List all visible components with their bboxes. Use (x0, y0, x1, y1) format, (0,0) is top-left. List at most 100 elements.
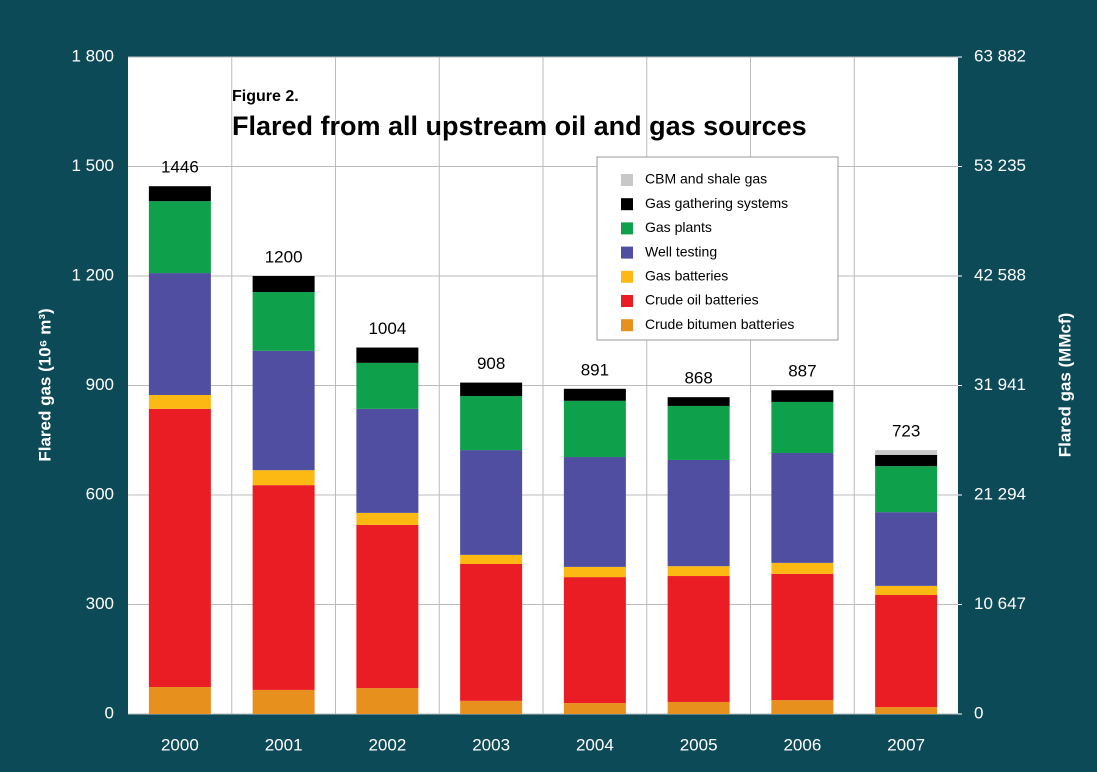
legend-label: Crude oil batteries (645, 292, 759, 308)
bar-segment (252, 350, 315, 471)
x-tick-label: 2004 (576, 735, 614, 754)
y-tick-label: 600 (86, 484, 114, 503)
bar-segment (667, 405, 730, 460)
bar-segment (356, 347, 419, 363)
bar-segment (356, 512, 419, 525)
y-axis-label: Flared gas (10⁶ m³) (35, 308, 54, 461)
bar-segment (148, 686, 211, 714)
bar-segment (252, 689, 315, 714)
bar-segment (875, 466, 938, 513)
bar-segment (563, 388, 626, 401)
bar-segment (667, 576, 730, 702)
bar-segment (148, 408, 211, 687)
total-label: 1446 (161, 158, 199, 177)
x-tick-label: 2003 (472, 735, 510, 754)
bar-segment (148, 394, 211, 409)
bar-segment (875, 454, 938, 467)
bar-segment (667, 459, 730, 567)
x-tick-label: 2002 (368, 735, 406, 754)
legend-label: Crude bitumen batteries (645, 316, 794, 332)
bar-segment (252, 292, 315, 351)
bar-segment (356, 524, 419, 689)
bar-segment (771, 700, 834, 714)
bar-segment (875, 707, 938, 714)
legend-label: Gas gathering systems (645, 195, 788, 211)
x-tick-label: 2006 (783, 735, 821, 754)
total-label: 1004 (368, 319, 406, 338)
bar-segment (252, 470, 315, 486)
y2-tick-label: 0 (974, 703, 983, 722)
y2-tick-label: 42 588 (974, 265, 1026, 284)
bar-segment (875, 512, 938, 586)
total-label: 891 (581, 360, 609, 379)
legend-swatch (621, 270, 633, 283)
y2-tick-label: 10 647 (974, 594, 1026, 613)
legend-label: CBM and shale gas (645, 171, 767, 187)
y-tick-label: 1 800 (71, 46, 114, 65)
legend-label: Well testing (645, 243, 717, 259)
y2-tick-label: 53 235 (974, 156, 1026, 175)
bar-segment (667, 566, 730, 577)
bar-segment (563, 703, 626, 714)
bar-segment (148, 201, 211, 274)
y-tick-label: 900 (86, 375, 114, 394)
bar-segment (771, 573, 834, 701)
bar-segment (356, 362, 419, 409)
bar-segment (563, 566, 626, 578)
bar-segment (875, 585, 938, 596)
bar-segment (771, 401, 834, 454)
bar-segment (771, 453, 834, 563)
bar-segment (771, 390, 834, 402)
bar-segment (460, 450, 523, 555)
y2-axis-label: Flared gas (MMcf) (1055, 313, 1074, 458)
legend-swatch (621, 222, 633, 235)
legend-swatch (621, 319, 633, 332)
bar-segment (460, 396, 523, 451)
bar-segment (563, 400, 626, 458)
legend-label: Gas plants (645, 219, 712, 235)
legend-swatch (621, 295, 633, 307)
bar-segment (460, 700, 523, 714)
x-tick-label: 2000 (161, 735, 199, 754)
bar-segment (356, 688, 419, 714)
y2-tick-label: 63 882 (974, 46, 1026, 65)
figure-label: Figure 2. (232, 88, 299, 105)
bar-segment (667, 701, 730, 714)
legend-label: Gas batteries (645, 268, 728, 284)
total-label: 908 (477, 354, 505, 373)
legend (596, 156, 839, 341)
total-label: 1200 (265, 247, 303, 266)
bar-segment (667, 397, 730, 406)
y-tick-label: 300 (86, 594, 114, 613)
y-tick-label: 0 (105, 703, 114, 722)
legend-swatch (621, 198, 633, 211)
y-tick-label: 1 200 (71, 265, 114, 284)
bar-segment (460, 382, 523, 397)
bar-segment (460, 554, 523, 564)
total-label: 887 (788, 362, 816, 381)
x-tick-label: 2001 (265, 735, 303, 754)
bar-segment (460, 563, 523, 701)
x-tick-label: 2007 (887, 735, 925, 754)
y-tick-label: 1 500 (71, 156, 114, 175)
bar-segment (563, 577, 626, 704)
total-label: 723 (892, 422, 920, 441)
bar-segment (252, 276, 315, 293)
legend-swatch (621, 174, 633, 186)
bar-segment (356, 408, 419, 513)
bar-segment (252, 485, 315, 690)
y2-tick-label: 31 941 (974, 375, 1026, 394)
legend-swatch (621, 246, 633, 259)
total-label: 868 (684, 369, 712, 388)
y2-tick-label: 21 294 (974, 484, 1026, 503)
bar-segment (563, 457, 626, 567)
bar-segment (875, 450, 938, 455)
bar-segment (875, 595, 938, 708)
bar-segment (771, 562, 834, 574)
x-tick-label: 2005 (680, 735, 718, 754)
chart-title: Flared from all upstream oil and gas sou… (232, 111, 807, 141)
bar-segment (148, 186, 211, 202)
bar-segment (148, 273, 211, 395)
